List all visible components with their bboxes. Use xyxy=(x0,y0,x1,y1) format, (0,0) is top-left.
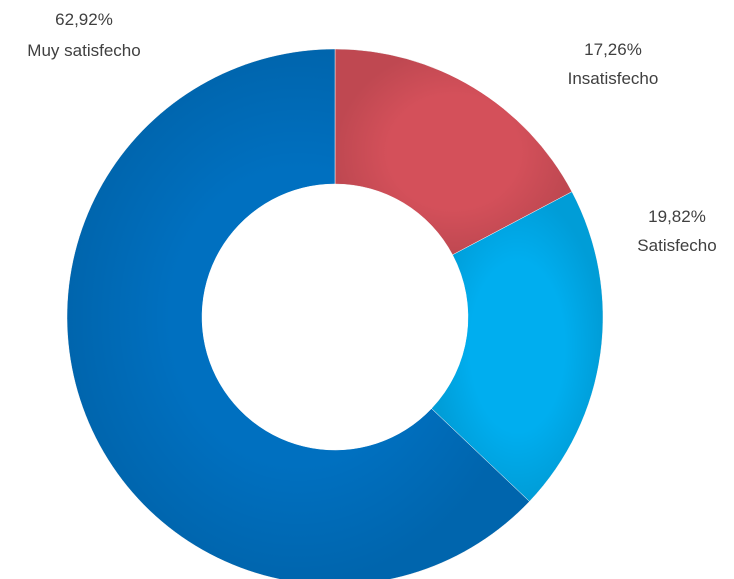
labels-layer: 17,26% Insatisfecho 19,82% Satisfecho 62,92%… xyxy=(27,10,716,255)
slice-value-label: 17,26% xyxy=(584,40,642,59)
slice-category-label: Muy satisfecho xyxy=(27,41,140,60)
slice-shade xyxy=(66,49,530,579)
slice-shade xyxy=(335,49,572,255)
slice-category-label: Insatisfecho xyxy=(568,69,659,88)
slice-value-label: 19,82% xyxy=(648,207,706,226)
slice-category-label: Satisfecho xyxy=(637,236,716,255)
slice-shade xyxy=(431,191,603,502)
slice-value-label: 62,92% xyxy=(55,10,113,29)
slices-layer xyxy=(66,48,604,579)
